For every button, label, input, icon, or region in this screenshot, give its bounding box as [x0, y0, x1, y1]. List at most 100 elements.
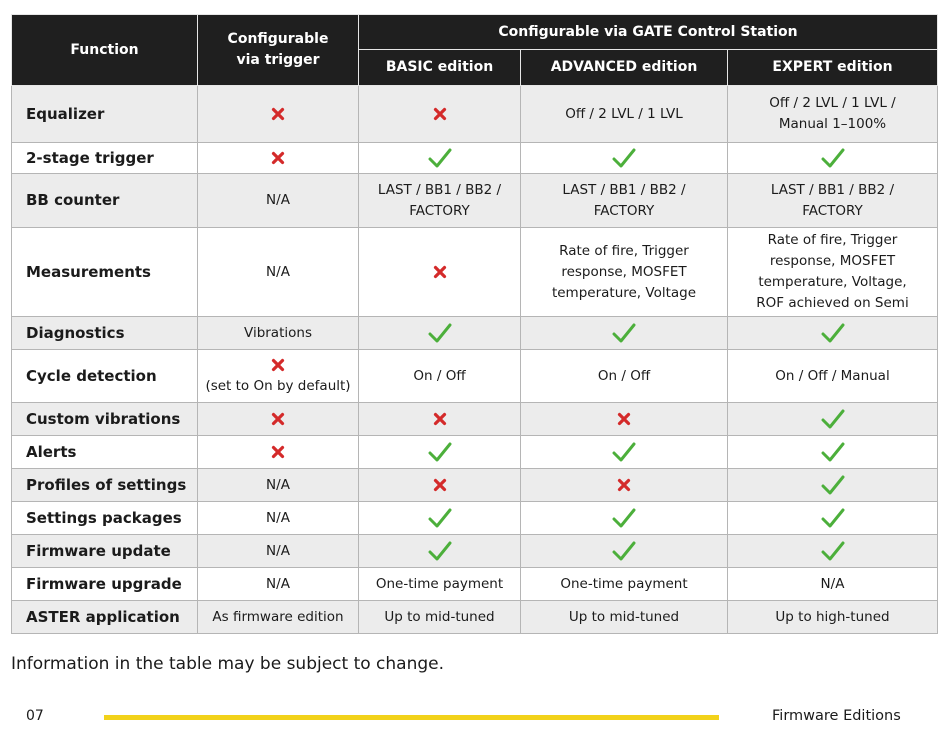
function-name: Measurements: [11, 227, 198, 317]
table-cell: [358, 85, 521, 143]
cell-text: On / Off / Manual: [775, 367, 890, 384]
cross-icon: [617, 412, 631, 426]
table-cell: N/A: [197, 173, 359, 228]
cell-text: FACTORY: [593, 202, 655, 219]
header-function: Function: [11, 14, 198, 86]
table-cell: [727, 435, 938, 469]
table-row: Equalizer Off / 2 LVL / 1 LVL Off / 2 LVL …: [11, 85, 938, 143]
cross-icon: [433, 412, 447, 426]
table-cell: LAST / BB1 / BB2 / FACTORY: [358, 173, 521, 228]
table-cell: N/A: [197, 534, 359, 568]
cell-text: FACTORY: [802, 202, 863, 219]
table-cell: On / Off / Manual: [727, 349, 938, 403]
header-advanced: ADVANCED edition: [520, 49, 728, 86]
table-cell: [727, 468, 938, 502]
table-cell: Off / 2 LVL / 1 LVL: [520, 85, 728, 143]
check-icon: [821, 474, 845, 496]
header-expert: EXPERT edition: [727, 49, 938, 86]
cell-text: N/A: [266, 575, 290, 592]
table-cell: [358, 402, 521, 436]
table-row: Diagnostics Vibrations: [11, 316, 938, 350]
cross-icon: [271, 412, 285, 426]
table-cell: [520, 435, 728, 469]
cross-icon: [271, 445, 285, 459]
cell-text: One-time payment: [560, 575, 688, 592]
cross-icon: [271, 358, 285, 372]
table-cell: [358, 468, 521, 502]
check-icon: [821, 147, 845, 169]
check-icon: [612, 507, 636, 529]
function-name: Firmware update: [11, 534, 198, 568]
table-cell: N/A: [727, 567, 938, 601]
footer-divider: [104, 715, 719, 720]
function-name: Profiles of settings: [11, 468, 198, 502]
cross-icon: [271, 107, 285, 121]
table-row: Measurements N/A Rate of fire, Trigger resp…: [11, 227, 938, 317]
table-cell: Up to mid-tuned: [520, 600, 728, 634]
table-cell: (set to On by default): [197, 349, 359, 403]
cell-text: Rate of fire, Trigger: [767, 232, 898, 248]
check-icon: [428, 540, 452, 562]
check-icon: [821, 540, 845, 562]
check-icon: [428, 147, 452, 169]
table-cell: [358, 534, 521, 568]
function-name: Firmware upgrade: [11, 567, 198, 601]
check-icon: [612, 441, 636, 463]
table-cell: [197, 402, 359, 436]
cell-text: temperature, Voltage: [551, 284, 697, 301]
cross-icon: [271, 151, 285, 165]
firmware-editions-table: Function Configurable via trigger Config…: [11, 14, 938, 634]
table-cell: [358, 501, 521, 535]
cell-text: One-time payment: [375, 575, 504, 592]
cell-text: Off / 2 LVL / 1 LVL /: [769, 95, 896, 111]
cell-text: temperature, Voltage,: [758, 274, 907, 290]
function-name: Settings packages: [11, 501, 198, 535]
table-cell: Rate of fire, Trigger response, MOSFET tem…: [727, 227, 938, 317]
cross-icon: [433, 107, 447, 121]
function-name: Equalizer: [11, 85, 198, 143]
table-cell: One-time payment: [358, 567, 521, 601]
table-cell: N/A: [197, 501, 359, 535]
cell-text: Off / 2 LVL / 1 LVL: [565, 105, 683, 122]
check-icon: [821, 322, 845, 344]
table-cell: On / Off: [358, 349, 521, 403]
check-icon: [821, 408, 845, 430]
table-cell: [520, 468, 728, 502]
function-name: Alerts: [11, 435, 198, 469]
header-trigger: Configurable via trigger: [197, 14, 359, 86]
table-cell: N/A: [197, 567, 359, 601]
cell-text: As firmware edition: [212, 608, 344, 625]
table-row: Custom vibrations: [11, 402, 938, 436]
table-cell: [197, 85, 359, 143]
cell-text: N/A: [266, 192, 290, 208]
header-basic: BASIC edition: [358, 49, 521, 86]
table-cell: [197, 142, 359, 174]
table-cell: As firmware edition: [197, 600, 359, 634]
table-row: Firmware update N/A: [11, 534, 938, 568]
page-number: 07: [26, 708, 44, 724]
cell-text: N/A: [266, 509, 290, 526]
section-name: Firmware Editions: [772, 708, 901, 724]
check-icon: [428, 322, 452, 344]
check-icon: [612, 147, 636, 169]
table-cell: [358, 316, 521, 350]
table-row: 2-stage trigger: [11, 142, 938, 174]
table-cell: [358, 142, 521, 174]
table-row: Alerts: [11, 435, 938, 469]
table-cell: N/A: [197, 468, 359, 502]
cell-text: LAST / BB1 / BB2 /: [562, 181, 686, 198]
table-cell: [727, 316, 938, 350]
cell-text: response, MOSFET: [769, 253, 896, 269]
check-icon: [428, 507, 452, 529]
disclaimer-note: Information in the table may be subject …: [11, 654, 445, 674]
cell-text: LAST / BB1 / BB2 /: [377, 181, 502, 198]
cell-text: On / Off: [597, 367, 651, 384]
cell-text: Up to mid-tuned: [384, 608, 495, 625]
cell-text: N/A: [266, 263, 290, 280]
table-row: Profiles of settings N/A: [11, 468, 938, 502]
check-icon: [821, 507, 845, 529]
cross-icon: [433, 265, 447, 279]
cross-icon: [617, 478, 631, 492]
table-cell: [520, 142, 728, 174]
table-row: ASTER application As firmware edition Up t…: [11, 600, 938, 634]
